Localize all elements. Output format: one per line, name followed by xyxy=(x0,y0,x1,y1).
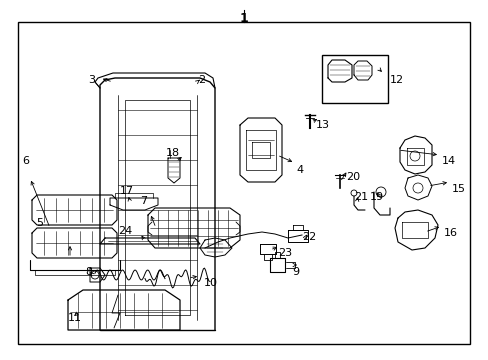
Text: 22: 22 xyxy=(302,232,316,242)
Text: 19: 19 xyxy=(369,192,384,202)
Text: 18: 18 xyxy=(165,148,180,158)
Text: 1: 1 xyxy=(239,12,248,25)
Text: 20: 20 xyxy=(346,172,359,182)
Text: 10: 10 xyxy=(203,278,218,288)
Text: 8: 8 xyxy=(85,267,92,277)
Text: 24: 24 xyxy=(118,226,132,236)
Text: 23: 23 xyxy=(278,248,291,258)
Text: 11: 11 xyxy=(68,313,82,323)
Text: 13: 13 xyxy=(315,120,329,130)
Text: 21: 21 xyxy=(353,192,367,202)
Text: 6: 6 xyxy=(22,156,29,166)
Text: 7: 7 xyxy=(140,196,147,206)
Text: 5: 5 xyxy=(36,218,43,228)
Text: 3: 3 xyxy=(88,75,95,85)
Bar xyxy=(18,22,469,344)
Text: 9: 9 xyxy=(291,267,299,277)
Bar xyxy=(321,55,387,103)
Text: 4: 4 xyxy=(295,165,303,175)
Text: 12: 12 xyxy=(389,75,403,85)
Text: 2: 2 xyxy=(198,75,204,85)
Text: 17: 17 xyxy=(120,186,134,196)
Text: 15: 15 xyxy=(451,184,465,194)
Text: 16: 16 xyxy=(443,228,457,238)
Text: 14: 14 xyxy=(441,156,455,166)
